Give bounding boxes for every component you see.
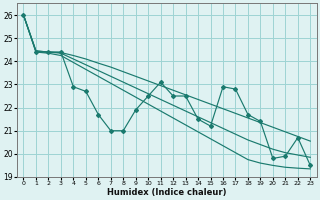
X-axis label: Humidex (Indice chaleur): Humidex (Indice chaleur) <box>107 188 227 197</box>
